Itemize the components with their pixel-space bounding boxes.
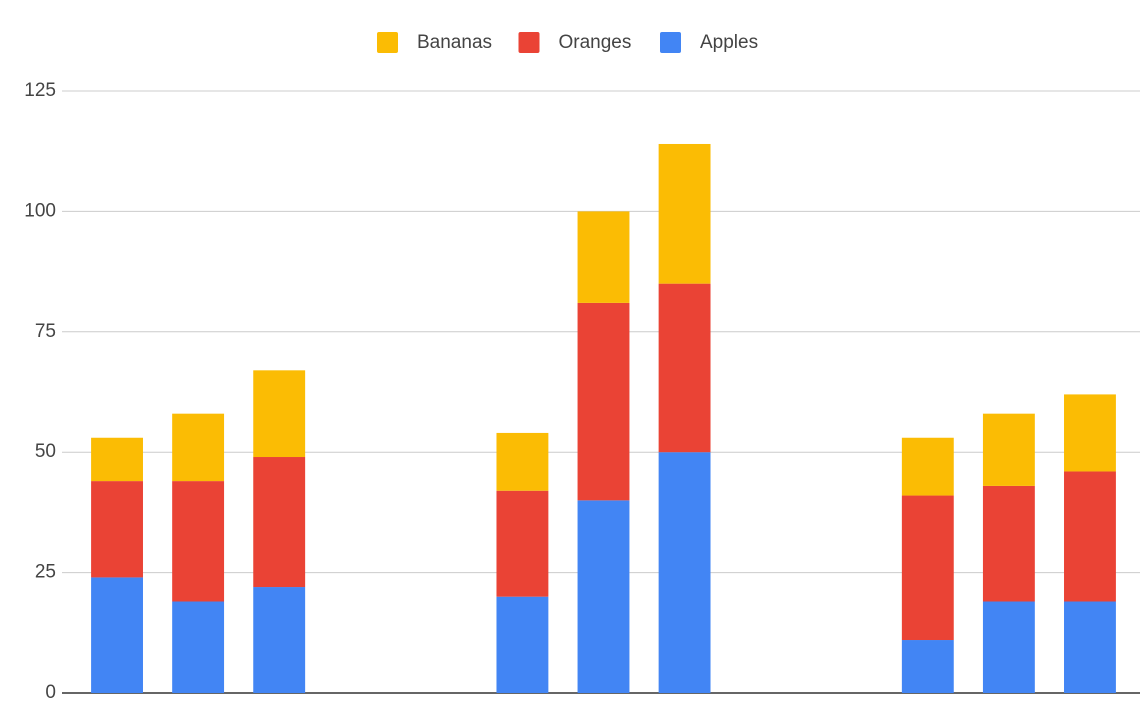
y-tick-label: 125: [24, 80, 56, 101]
bar-segment: [658, 143, 711, 284]
bar-segment: [658, 283, 711, 453]
bar-segment: [91, 437, 143, 482]
bar-segment: [1064, 601, 1116, 693]
bar-segment: [1064, 471, 1116, 602]
y-tick-label: 75: [35, 321, 56, 342]
legend-swatch: [660, 32, 681, 53]
bar-segment: [577, 500, 630, 693]
legend-swatch: [377, 32, 398, 53]
legend-label: Apples: [700, 32, 758, 53]
bar-segment: [91, 577, 143, 693]
bar-segment: [1064, 394, 1116, 472]
bar-segment: [982, 485, 1035, 602]
bar-segment: [496, 490, 549, 597]
bar-segment: [901, 640, 954, 693]
bar-segment: [253, 457, 306, 588]
bar-segment: [577, 302, 630, 501]
bar-segment: [172, 601, 225, 693]
legend-label: Oranges: [559, 32, 632, 53]
bar-segment: [496, 596, 549, 693]
bar-segment: [496, 432, 549, 491]
bar-segment: [577, 211, 630, 303]
y-tick-label: 100: [24, 200, 56, 221]
legend-swatch: [518, 32, 540, 53]
bar-segment: [172, 413, 225, 482]
legend-label: Bananas: [417, 32, 492, 53]
bar-segment: [253, 370, 306, 458]
bar-segment: [982, 601, 1035, 693]
bar-segment: [91, 481, 143, 578]
bar-segment: [982, 413, 1035, 486]
bar-segment: [901, 437, 954, 496]
y-tick-label: 0: [45, 682, 56, 702]
bar-segment: [253, 587, 306, 693]
y-tick-label: 50: [35, 441, 56, 462]
bar-segment: [901, 495, 954, 641]
bar-segment: [658, 452, 711, 693]
y-tick-label: 25: [35, 562, 56, 583]
bar-segment: [172, 481, 225, 602]
